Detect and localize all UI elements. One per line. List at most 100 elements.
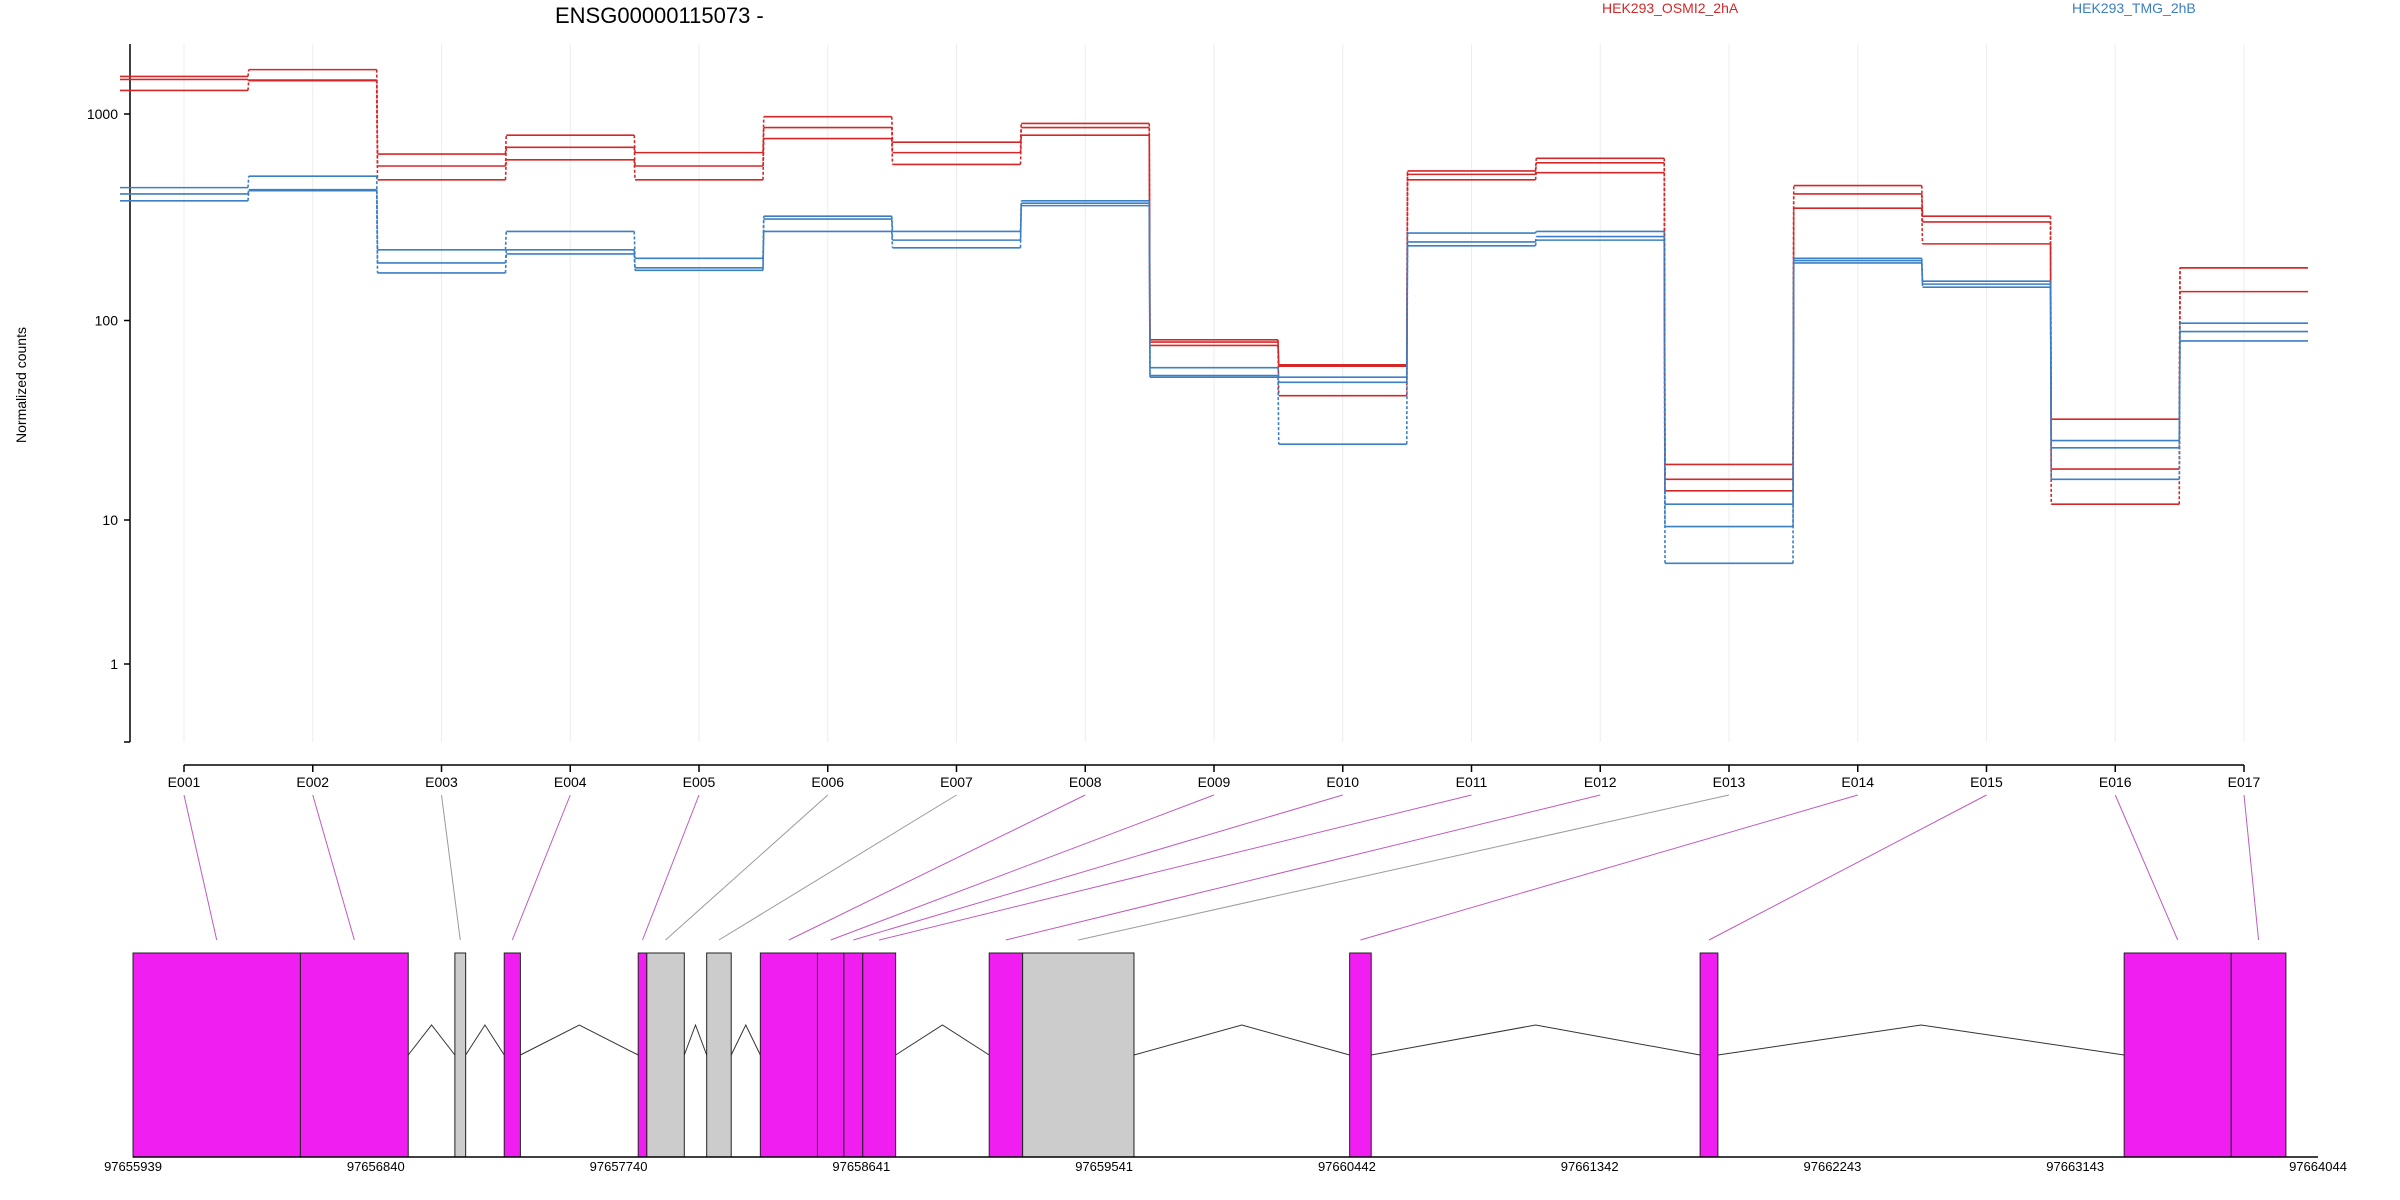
series-transition bbox=[1277, 377, 1280, 445]
series-transition bbox=[762, 138, 765, 180]
connector-line-e006 bbox=[665, 794, 829, 941]
series-transition bbox=[762, 231, 765, 271]
connector-line-e010 bbox=[853, 794, 1343, 941]
y-tick-label: 1000 bbox=[87, 106, 118, 122]
x-tick-label-e003: E003 bbox=[425, 774, 458, 790]
exon-box-e015 bbox=[1699, 952, 1719, 1158]
coordinate-label: 97662243 bbox=[1804, 1159, 1862, 1174]
series-transition bbox=[633, 159, 636, 180]
series-transition bbox=[1663, 240, 1666, 564]
series-transition bbox=[375, 190, 379, 273]
series-transition bbox=[2178, 340, 2181, 480]
chart-title: ENSG00000115073 - bbox=[555, 3, 764, 28]
exon-box-e004 bbox=[503, 952, 521, 1158]
exon-box-e012 bbox=[988, 952, 1024, 1158]
series-transition bbox=[504, 159, 508, 180]
intron-line bbox=[1133, 1024, 1350, 1056]
series-transition bbox=[504, 231, 508, 250]
connector-line-e008 bbox=[788, 794, 1086, 941]
x-tick-label-e001: E001 bbox=[168, 774, 201, 790]
series-transition bbox=[1534, 172, 1538, 180]
coordinate-label: 97658641 bbox=[832, 1159, 890, 1174]
x-tick-label-e005: E005 bbox=[683, 774, 716, 790]
x-tick-label-e017: E017 bbox=[2228, 774, 2261, 790]
x-tick-label-e011: E011 bbox=[1456, 774, 1488, 790]
series-transition bbox=[247, 190, 250, 201]
x-tick-label-e010: E010 bbox=[1326, 774, 1359, 790]
x-tick-label-e015: E015 bbox=[1970, 774, 2003, 790]
series-transition bbox=[247, 176, 250, 188]
series-transition bbox=[2049, 284, 2053, 448]
x-tick-label-e013: E013 bbox=[1713, 774, 1746, 790]
exon-box-e005 bbox=[637, 952, 648, 1158]
exon-box-e008 bbox=[759, 952, 818, 1158]
exon-box-e011 bbox=[862, 952, 897, 1158]
coordinate-label: 97661342 bbox=[1561, 1159, 1619, 1174]
x-tick-label-e006: E006 bbox=[811, 774, 844, 790]
series-transition bbox=[1405, 245, 1409, 445]
series-transition bbox=[375, 80, 379, 167]
connector-line-e017 bbox=[2243, 794, 2260, 941]
y-axis-label: Normalized counts bbox=[13, 327, 29, 443]
intron-line bbox=[520, 1024, 639, 1056]
coordinate-label: 97664044 bbox=[2289, 1159, 2347, 1174]
series-transition bbox=[890, 216, 894, 232]
series-transition bbox=[504, 147, 508, 167]
connector-line-e013 bbox=[1078, 794, 1730, 941]
intron-line bbox=[1371, 1024, 1701, 1056]
y-tick-label: 1 bbox=[110, 656, 118, 672]
connector-line-e003 bbox=[441, 794, 461, 941]
series-transition bbox=[1534, 231, 1537, 234]
series-transition bbox=[1148, 205, 1151, 378]
exon-box-e009 bbox=[816, 952, 845, 1158]
series-lines bbox=[120, 68, 2308, 565]
legend-label-osmi2: HEK293_OSMI2_2hA bbox=[1602, 0, 1739, 16]
series-transition bbox=[1277, 375, 1280, 383]
series-transition bbox=[633, 253, 636, 271]
series-transition bbox=[762, 219, 765, 268]
exon-box-e001 bbox=[132, 952, 301, 1158]
series-transition bbox=[890, 231, 894, 248]
intron-line bbox=[895, 1024, 990, 1056]
x-tick-label-e008: E008 bbox=[1069, 774, 1102, 790]
x-tick-label-e004: E004 bbox=[554, 774, 587, 790]
coordinate-label: 97656840 bbox=[347, 1159, 405, 1174]
series-transition bbox=[633, 147, 636, 167]
coordinate-label: 97657740 bbox=[590, 1159, 648, 1174]
x-tick-label-e002: E002 bbox=[296, 774, 329, 790]
connector-line-e016 bbox=[2114, 794, 2179, 941]
series-transition bbox=[2049, 287, 2053, 480]
exon-box-e014 bbox=[1349, 952, 1372, 1158]
series-transition bbox=[2178, 331, 2181, 448]
series-transition bbox=[1792, 260, 1795, 527]
series-transition bbox=[1534, 240, 1538, 246]
coordinate-label: 97659541 bbox=[1075, 1159, 1133, 1174]
connector-line-e001 bbox=[183, 794, 218, 941]
connector-line-e014 bbox=[1360, 794, 1858, 941]
exon-box-e003 bbox=[454, 952, 467, 1158]
series-transition bbox=[1019, 205, 1023, 248]
series-transition bbox=[1792, 262, 1795, 564]
connector-line-e009 bbox=[830, 794, 1215, 941]
intron-line bbox=[683, 1023, 708, 1056]
series-transition bbox=[247, 69, 250, 77]
series-transition bbox=[1019, 123, 1023, 143]
y-tick-label: 100 bbox=[95, 313, 119, 329]
intron-line bbox=[465, 1024, 505, 1056]
series-transition bbox=[504, 135, 508, 155]
x-tick-label-e012: E012 bbox=[1584, 774, 1617, 790]
series-transition bbox=[504, 253, 508, 273]
series-transition bbox=[1920, 208, 1924, 244]
x-tick-label-e014: E014 bbox=[1841, 774, 1874, 790]
exon-box-e013 bbox=[1022, 952, 1135, 1158]
series-transition bbox=[375, 80, 379, 180]
connector-line-e007 bbox=[718, 794, 957, 941]
intron-line bbox=[1717, 1024, 2125, 1056]
series-transition bbox=[1148, 203, 1151, 376]
coordinate-label: 97655939 bbox=[104, 1159, 162, 1174]
connector-line-e004 bbox=[511, 794, 571, 941]
exon-box-e017 bbox=[2230, 952, 2287, 1158]
series-transition bbox=[633, 231, 636, 259]
x-axis: E001 E002 E003 E004 E005 E006 E007 E008 E009 E010… bbox=[168, 764, 2261, 790]
